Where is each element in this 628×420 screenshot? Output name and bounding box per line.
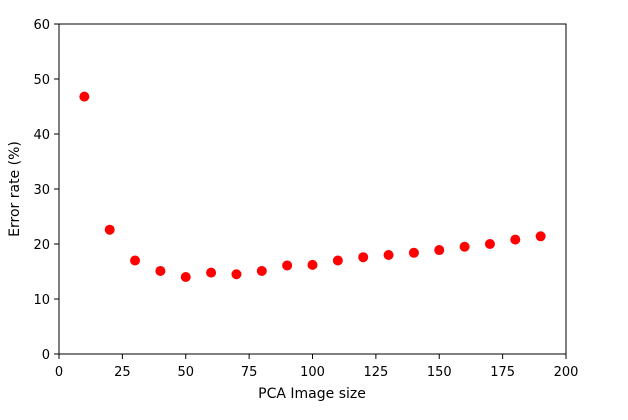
data-point [332,255,343,266]
data-point [484,239,495,249]
y-tick-label: 60 [33,18,50,33]
plot-frame [58,23,567,355]
x-axis-title: PCA Image size [258,386,366,402]
y-axis: 0 10 20 30 40 50 60 [33,18,59,363]
data-point [79,91,90,102]
x-tick-label: 100 [300,365,325,380]
data-point [510,234,521,245]
data-point [104,224,115,235]
data-point [231,269,242,280]
data-points [79,91,546,282]
y-tick-label: 0 [42,348,50,363]
data-point [358,252,369,263]
y-axis-title: Error rate (%) [7,141,23,237]
data-point [383,250,394,260]
data-point [307,259,318,270]
y-tick-label: 40 [33,128,50,143]
data-point [206,267,217,278]
y-tick-label: 50 [33,73,50,88]
x-axis: 0 25 50 75 100 125 150 175 200 [55,354,579,380]
data-point [282,260,293,271]
data-point [535,231,546,242]
data-point [459,241,470,252]
x-tick-label: 0 [55,365,63,380]
data-point [256,265,267,276]
x-tick-label: 175 [490,365,515,380]
x-tick-label: 125 [363,365,388,380]
y-tick-label: 20 [33,238,50,253]
x-tick-label: 25 [114,365,131,380]
x-tick-label: 200 [554,365,579,380]
data-point [180,272,191,282]
x-tick-label: 75 [241,365,258,380]
data-point [155,265,166,276]
y-tick-label: 10 [33,293,50,308]
x-tick-label: 150 [427,365,452,380]
data-point [434,245,445,256]
data-point [130,255,141,266]
y-tick-label: 30 [33,183,50,198]
x-tick-label: 50 [177,365,194,380]
data-point [408,247,419,258]
